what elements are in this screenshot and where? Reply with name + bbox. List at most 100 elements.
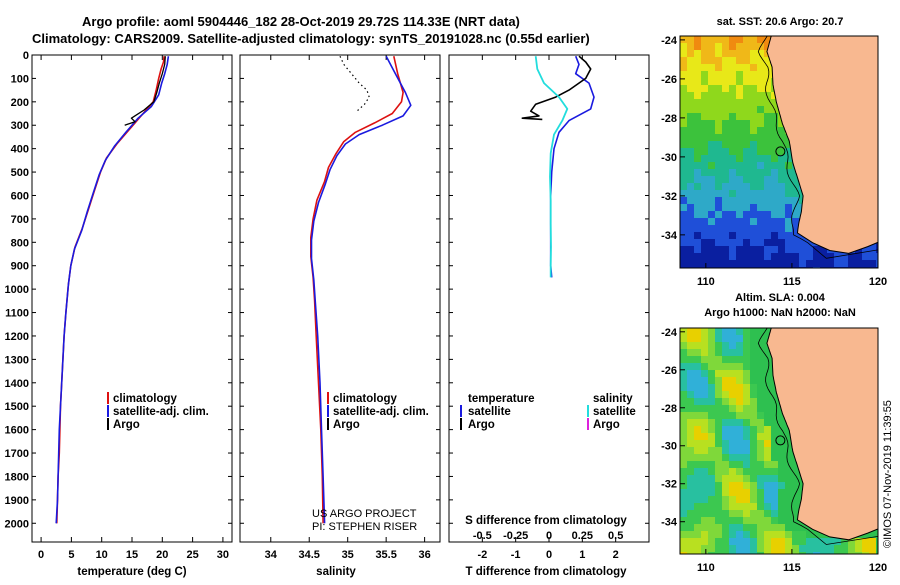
map-cell [715,468,723,476]
map-cell [855,260,863,268]
map-cell [750,120,758,128]
map-cell [750,328,758,336]
argo-height-title: Argo h1000: NaN h2000: NaN [704,307,856,319]
map-cell [771,538,779,546]
map-cell [743,545,751,553]
map-cell [799,531,807,539]
australia-land [766,328,878,541]
temperature-axes-frame [31,54,233,543]
map-cell [715,232,723,240]
map-cell [771,197,779,205]
salinity-lines [309,55,412,524]
map-cell [687,328,695,336]
map-cell [687,454,695,462]
map-cell [715,120,723,128]
map-cell [792,524,800,532]
map-cell [834,538,842,546]
depth-tick-label: 200 [11,97,29,109]
map-cell [757,162,765,170]
map-cell [757,141,765,149]
map-cell [680,391,688,399]
map-cell [722,43,730,51]
map-cell [701,349,709,357]
x-tick-label: 35 [342,549,354,561]
map-cell [722,545,730,553]
map-cell [694,335,702,343]
map-cell [764,398,772,406]
map-cell [771,162,779,170]
map-cell [708,496,716,504]
map-cell [757,412,765,420]
map-cell [757,36,765,44]
map-cell [729,370,737,378]
map-cell [729,127,737,135]
depth-tick-label: 1600 [5,425,29,437]
float-position-marker [775,435,786,446]
map-cell [680,503,688,511]
map-cell [687,204,695,212]
map-cell [701,253,709,261]
map-cell [736,454,744,462]
map-cell [715,552,723,554]
map-cell [701,190,709,198]
legend-temp-satellite-label: satellite [468,406,511,418]
map-cell [771,141,779,149]
map-cell [757,92,765,100]
sla-map-ticks: 110 115 120 -24 -26 -28 -30 -32 -34 [661,327,887,574]
map-cell [757,384,765,392]
map-cell [757,503,765,511]
map-cell [743,92,751,100]
map-cell [764,440,772,448]
map-cell [757,113,765,121]
map-cell [778,197,786,205]
map-cell [876,545,878,553]
map-cell [708,127,716,135]
map-cell [757,370,765,378]
map-cell [750,190,758,198]
map-cell [694,405,702,413]
map-cell [764,496,772,504]
map-cell [722,204,730,212]
map-cell [771,524,779,532]
map-cell [743,162,751,170]
map-cell [757,447,765,455]
map-cell [736,183,744,191]
salinity-axes-frame [239,54,441,543]
map-cell [722,211,730,219]
map-cell [736,363,744,371]
imos-watermark: ©IMOS 07-Nov-2019 11:39:55 [882,400,894,548]
map-cell [708,412,716,420]
shelf-contour [757,36,878,259]
map-cell [694,426,702,434]
map-cell [715,225,723,233]
map-cell [771,405,779,413]
map-cell [806,538,814,546]
map-cell [722,454,730,462]
map-cell [694,482,702,490]
lat-tick-label: -28 [661,403,677,415]
map-cell [722,475,730,483]
map-cell [687,482,695,490]
map-cell [708,64,716,72]
map-cell [736,169,744,177]
map-cell [687,120,695,128]
map-cell [764,134,772,142]
map-cell [701,461,709,469]
map-cell [757,57,765,65]
map-cell [764,99,772,107]
map-cell [687,148,695,156]
map-cell [771,99,779,107]
map-cell [771,517,779,525]
map-cell [708,92,716,100]
map-cell [862,246,870,254]
map-cell [764,141,772,149]
map-cell [757,538,765,546]
argo-line [339,55,370,112]
map-cell [701,239,709,247]
map-cell [792,260,800,268]
map-cell [701,85,709,93]
map-cell [701,363,709,371]
map-cell [757,489,765,497]
map-cell [729,377,737,385]
map-cell [680,211,688,219]
